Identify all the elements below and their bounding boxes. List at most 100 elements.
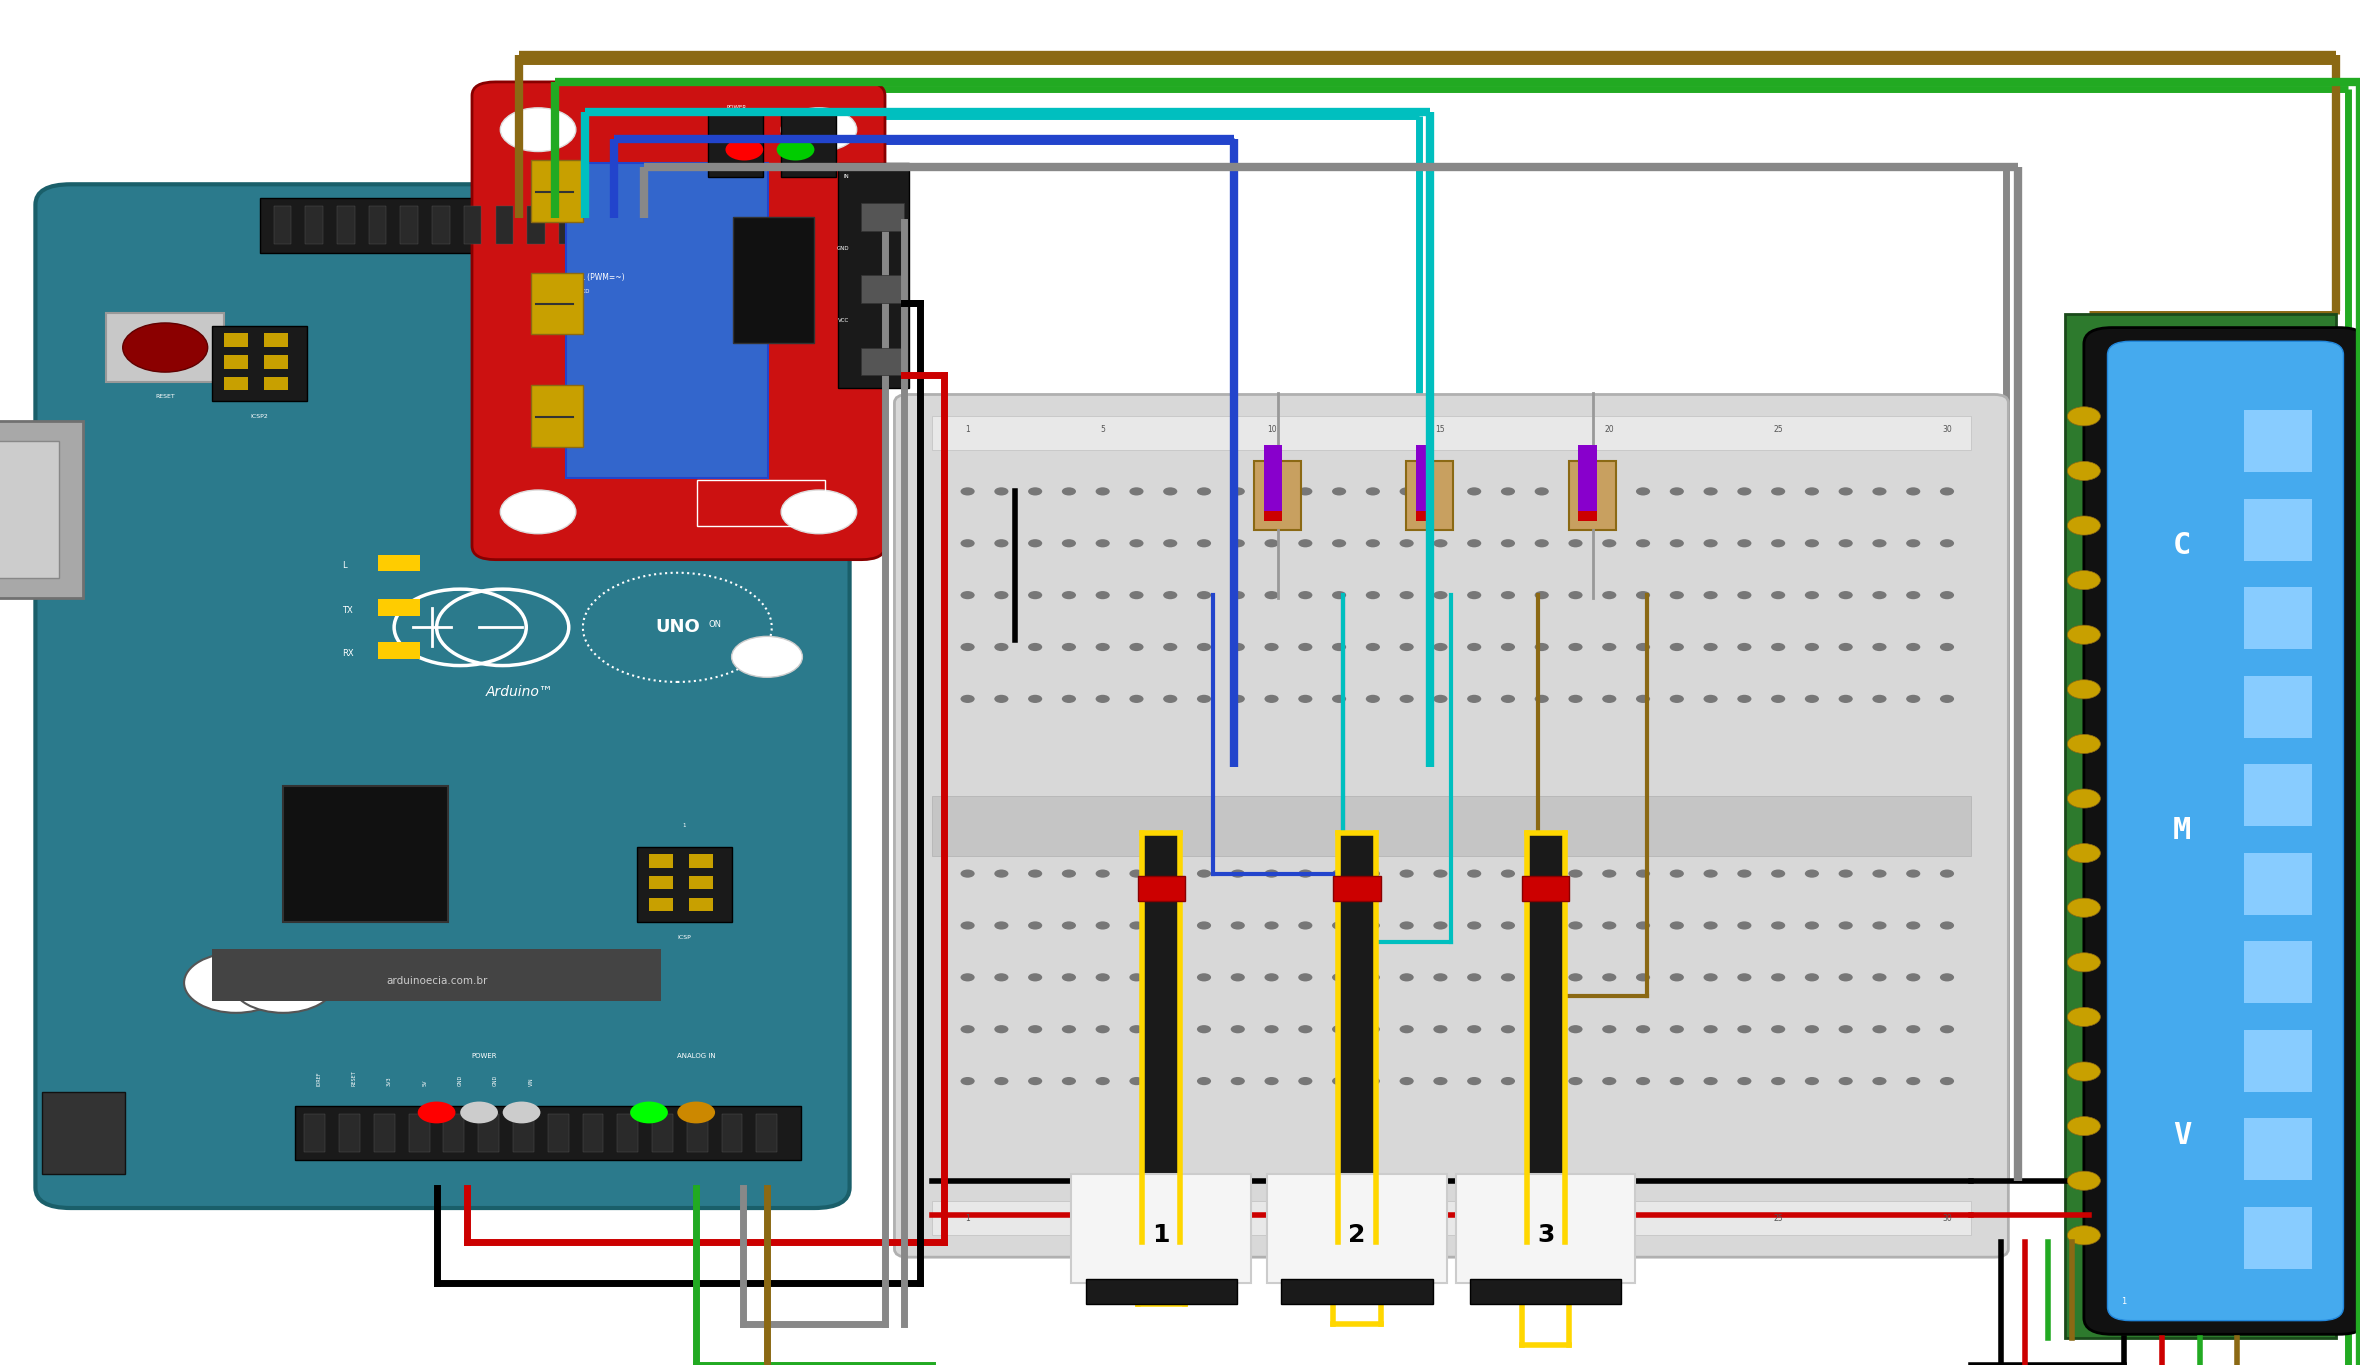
Circle shape	[1805, 921, 1820, 930]
FancyBboxPatch shape	[2084, 328, 2360, 1335]
Circle shape	[1163, 921, 1178, 930]
Circle shape	[1433, 973, 1447, 981]
Circle shape	[1871, 921, 1886, 930]
FancyBboxPatch shape	[35, 184, 850, 1208]
Circle shape	[1331, 695, 1345, 703]
Bar	[465, 206, 481, 244]
Circle shape	[961, 921, 975, 930]
Circle shape	[1029, 1077, 1043, 1085]
Circle shape	[1602, 487, 1617, 495]
Bar	[1263, 445, 1281, 513]
Circle shape	[1671, 1077, 1685, 1085]
Circle shape	[1838, 643, 1853, 651]
Circle shape	[1230, 1025, 1244, 1033]
Bar	[689, 876, 713, 890]
Bar	[1416, 511, 1435, 521]
Circle shape	[1907, 487, 1921, 495]
Circle shape	[1468, 695, 1482, 703]
Circle shape	[2067, 461, 2100, 480]
Circle shape	[460, 1102, 498, 1123]
Circle shape	[1704, 487, 1718, 495]
Bar	[337, 206, 354, 244]
Circle shape	[1433, 1025, 1447, 1033]
Circle shape	[1130, 870, 1145, 878]
Circle shape	[1331, 973, 1345, 981]
Circle shape	[1095, 487, 1109, 495]
Bar	[755, 1114, 776, 1152]
Bar	[649, 898, 673, 912]
Bar	[1527, 833, 1565, 1174]
Circle shape	[1770, 921, 1784, 930]
Text: RESET: RESET	[352, 1070, 356, 1087]
Circle shape	[1095, 973, 1109, 981]
Circle shape	[1163, 643, 1178, 651]
Bar	[722, 1114, 743, 1152]
Bar	[444, 1114, 465, 1152]
Circle shape	[1770, 539, 1784, 547]
Circle shape	[1805, 1077, 1820, 1085]
Text: 20: 20	[1605, 426, 1614, 434]
Circle shape	[1940, 921, 1954, 930]
Bar	[224, 333, 248, 347]
Circle shape	[1534, 643, 1548, 651]
Bar	[1338, 833, 1376, 1174]
Bar	[2244, 764, 2313, 826]
Circle shape	[1468, 870, 1482, 878]
Text: 1: 1	[682, 823, 687, 827]
Circle shape	[1029, 539, 1043, 547]
Bar	[531, 273, 583, 334]
Text: 25: 25	[1772, 426, 1782, 434]
Bar	[1470, 1279, 1621, 1304]
Circle shape	[1366, 643, 1381, 651]
Circle shape	[1704, 870, 1718, 878]
Circle shape	[1130, 1025, 1145, 1033]
Circle shape	[1704, 591, 1718, 599]
Circle shape	[1366, 1077, 1381, 1085]
Bar	[717, 206, 734, 244]
Bar	[212, 326, 307, 401]
Bar	[687, 1114, 708, 1152]
Circle shape	[1501, 1025, 1515, 1033]
Bar	[548, 1114, 569, 1152]
Circle shape	[1062, 643, 1076, 651]
Bar	[649, 854, 673, 868]
Circle shape	[961, 1025, 975, 1033]
Text: 20: 20	[1605, 1215, 1614, 1223]
Circle shape	[1569, 591, 1584, 599]
Circle shape	[1635, 1077, 1650, 1085]
Circle shape	[1871, 643, 1886, 651]
Circle shape	[1399, 1025, 1414, 1033]
Text: M: M	[2174, 816, 2190, 845]
Text: 25: 25	[1772, 1215, 1782, 1223]
Circle shape	[1366, 973, 1381, 981]
Circle shape	[1399, 539, 1414, 547]
Bar	[689, 898, 713, 912]
Circle shape	[630, 1102, 668, 1123]
Circle shape	[1062, 487, 1076, 495]
Circle shape	[1737, 1077, 1751, 1085]
Bar	[274, 206, 290, 244]
Circle shape	[1635, 870, 1650, 878]
Circle shape	[1468, 973, 1482, 981]
Text: IN: IN	[845, 175, 850, 179]
Circle shape	[1062, 1077, 1076, 1085]
Circle shape	[1838, 921, 1853, 930]
Bar	[304, 1114, 326, 1152]
Circle shape	[1366, 539, 1381, 547]
Circle shape	[1770, 870, 1784, 878]
Circle shape	[1197, 870, 1211, 878]
Circle shape	[1399, 695, 1414, 703]
Circle shape	[1468, 1025, 1482, 1033]
Circle shape	[1331, 539, 1345, 547]
Circle shape	[1907, 870, 1921, 878]
Text: IOREF: IOREF	[316, 1072, 321, 1087]
Circle shape	[2067, 1062, 2100, 1081]
Circle shape	[1163, 539, 1178, 547]
Circle shape	[1569, 870, 1584, 878]
Circle shape	[1838, 591, 1853, 599]
Bar	[734, 217, 814, 344]
Circle shape	[1331, 643, 1345, 651]
Circle shape	[1838, 487, 1853, 495]
Circle shape	[1534, 1025, 1548, 1033]
Circle shape	[776, 139, 814, 161]
